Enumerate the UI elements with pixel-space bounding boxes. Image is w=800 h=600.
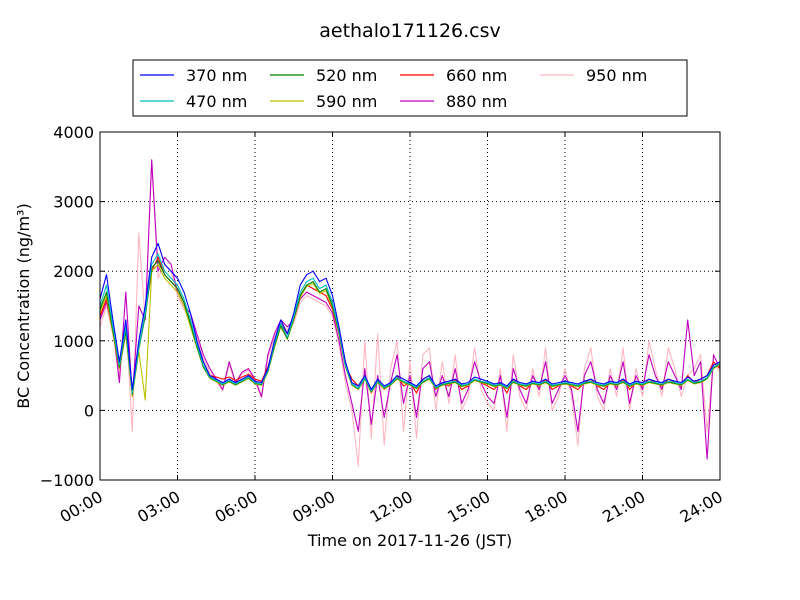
chart-title: aethalo171126.csv [319,20,501,42]
y-tick-label: 4000 [53,123,94,142]
series-line-880-nm [99,159,721,460]
grid-lines [100,132,720,480]
series-line-470-nm [99,253,721,394]
y-axis-ticks: −1000 0 1000 2000 3000 4000 [40,123,720,490]
legend-box [132,59,688,117]
legend-entry-label: 520 nm [316,66,377,85]
legend-entry-label: 590 nm [316,92,377,111]
x-axis-label: Time on 2017-11-26 (JST) [307,531,512,550]
plot-series [99,159,721,467]
legend: 370 nm 470 nm 520 nm 590 nm 660 nm 880 nm 950 … [132,59,688,117]
y-tick-label: −1000 [40,471,94,490]
legend-entry-label: 880 nm [446,92,507,111]
legend-entry-label: 370 nm [186,66,247,85]
y-tick-label: 1000 [53,332,94,351]
legend-entry-label: 470 nm [186,92,247,111]
series-line-950-nm [99,162,721,467]
y-tick-label: 2000 [53,262,94,281]
y-axis-label: BC Concentration (ng/m³) [14,203,33,408]
y-tick-label: 3000 [53,193,94,212]
legend-entry-label: 660 nm [446,66,507,85]
series-line-370-nm [99,242,721,391]
legend-entry-label: 950 nm [586,66,647,85]
y-tick-label: 0 [84,401,94,420]
